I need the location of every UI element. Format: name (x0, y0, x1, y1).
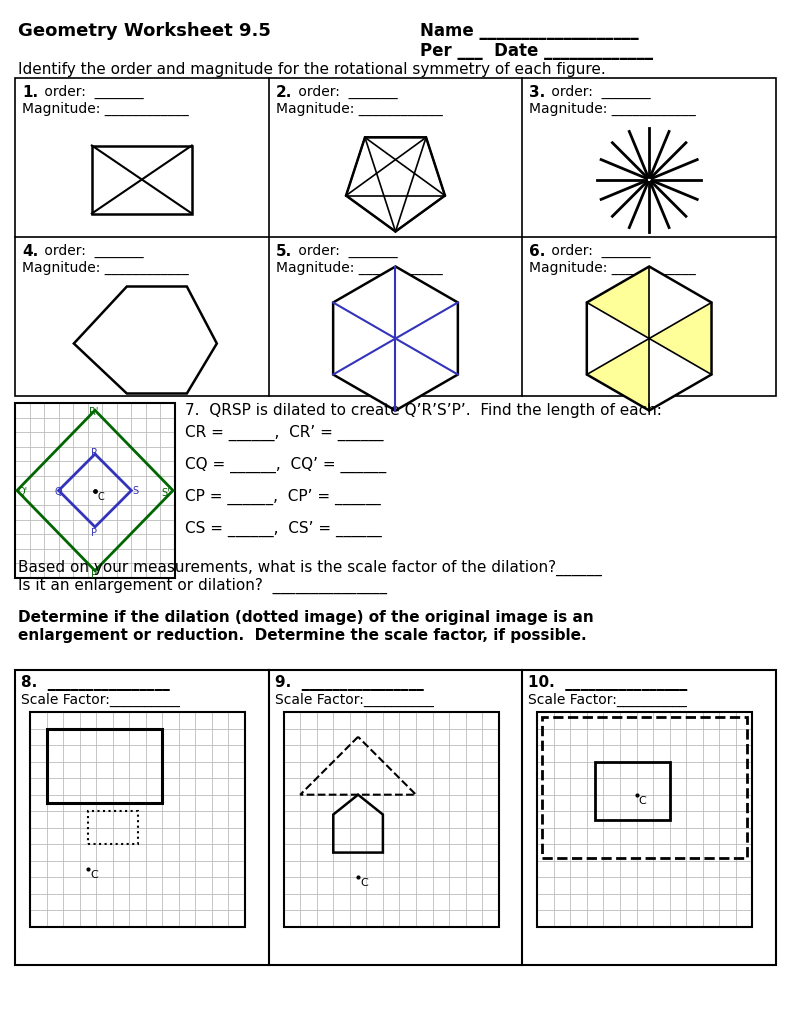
Bar (15, 78, 776, 396)
Text: CP = ______,  CP’ = ______: CP = ______, CP’ = ______ (185, 489, 380, 505)
Text: Magnitude: ____________: Magnitude: ____________ (529, 261, 696, 275)
Bar (47, 728, 162, 803)
Text: 6.: 6. (529, 244, 546, 259)
Text: 1.: 1. (22, 85, 38, 100)
Text: 5.: 5. (276, 244, 292, 259)
Bar (88, 811, 138, 845)
Polygon shape (587, 302, 649, 375)
Bar (15, 403, 175, 578)
Text: Magnitude: ____________: Magnitude: ____________ (22, 261, 189, 275)
Text: CQ = ______,  CQ’ = ______: CQ = ______, CQ’ = ______ (185, 457, 386, 473)
Text: P': P' (91, 570, 100, 580)
Bar (30, 712, 245, 927)
Text: 10.  ________________: 10. ________________ (528, 675, 687, 691)
Bar (543, 717, 747, 857)
Text: order:  _______: order: _______ (547, 244, 651, 258)
Text: Identify the order and magnitude for the rotational symmetry of each figure.: Identify the order and magnitude for the… (18, 62, 606, 77)
Text: CR = ______,  CR’ = ______: CR = ______, CR’ = ______ (185, 425, 384, 441)
Text: Magnitude: ____________: Magnitude: ____________ (22, 102, 189, 116)
Polygon shape (333, 266, 458, 411)
Polygon shape (649, 302, 712, 375)
Bar (595, 762, 670, 819)
Text: Magnitude: ____________: Magnitude: ____________ (529, 102, 696, 116)
Text: Scale Factor:__________: Scale Factor:__________ (21, 693, 180, 708)
Text: 7.  QRSP is dilated to create Q’R’S’P’.  Find the length of each:: 7. QRSP is dilated to create Q’R’S’P’. F… (185, 403, 662, 418)
Polygon shape (649, 339, 712, 411)
Text: order:  _______: order: _______ (547, 85, 651, 99)
Text: P: P (91, 528, 97, 538)
Polygon shape (587, 339, 649, 411)
Text: Magnitude: ____________: Magnitude: ____________ (276, 261, 442, 275)
Polygon shape (346, 137, 445, 231)
Bar (15, 670, 776, 965)
Text: Scale Factor:__________: Scale Factor:__________ (528, 693, 687, 708)
Text: Determine if the dilation (dotted image) of the original image is an: Determine if the dilation (dotted image)… (18, 610, 594, 625)
Text: C: C (638, 796, 646, 806)
Polygon shape (74, 287, 217, 393)
Text: S': S' (161, 487, 169, 498)
Bar (284, 712, 498, 927)
Text: 9.  ________________: 9. ________________ (274, 675, 423, 691)
Text: C: C (97, 493, 104, 503)
Text: Per ___  Date _____________: Per ___ Date _____________ (420, 42, 653, 60)
Text: Scale Factor:__________: Scale Factor:__________ (274, 693, 433, 708)
Text: Q: Q (55, 486, 62, 497)
Text: 8.  ________________: 8. ________________ (21, 675, 170, 691)
Bar (537, 712, 752, 927)
Text: order:  _______: order: _______ (40, 85, 144, 99)
Text: 2.: 2. (276, 85, 292, 100)
Text: order:  _______: order: _______ (293, 85, 397, 99)
Text: Magnitude: ____________: Magnitude: ____________ (276, 102, 442, 116)
Text: 4.: 4. (22, 244, 38, 259)
Text: order:  _______: order: _______ (293, 244, 397, 258)
Text: 3.: 3. (529, 85, 546, 100)
Text: Is it an enlargement or dilation?  _______________: Is it an enlargement or dilation? ______… (18, 578, 387, 594)
Polygon shape (587, 266, 649, 339)
Text: R': R' (89, 407, 98, 417)
Text: S: S (132, 486, 138, 497)
Text: Name ___________________: Name ___________________ (420, 22, 638, 40)
Text: order:  _______: order: _______ (40, 244, 144, 258)
Text: Q': Q' (17, 487, 27, 498)
Text: R: R (91, 449, 98, 458)
Text: C: C (360, 879, 368, 889)
Text: Based on your measurements, what is the scale factor of the dilation?______: Based on your measurements, what is the … (18, 560, 602, 577)
Text: CS = ______,  CS’ = ______: CS = ______, CS’ = ______ (185, 521, 382, 538)
Polygon shape (649, 266, 712, 339)
Bar (92, 145, 192, 213)
Text: Geometry Worksheet 9.5: Geometry Worksheet 9.5 (18, 22, 271, 40)
Text: enlargement or reduction.  Determine the scale factor, if possible.: enlargement or reduction. Determine the … (18, 628, 587, 643)
Text: C: C (90, 870, 97, 880)
